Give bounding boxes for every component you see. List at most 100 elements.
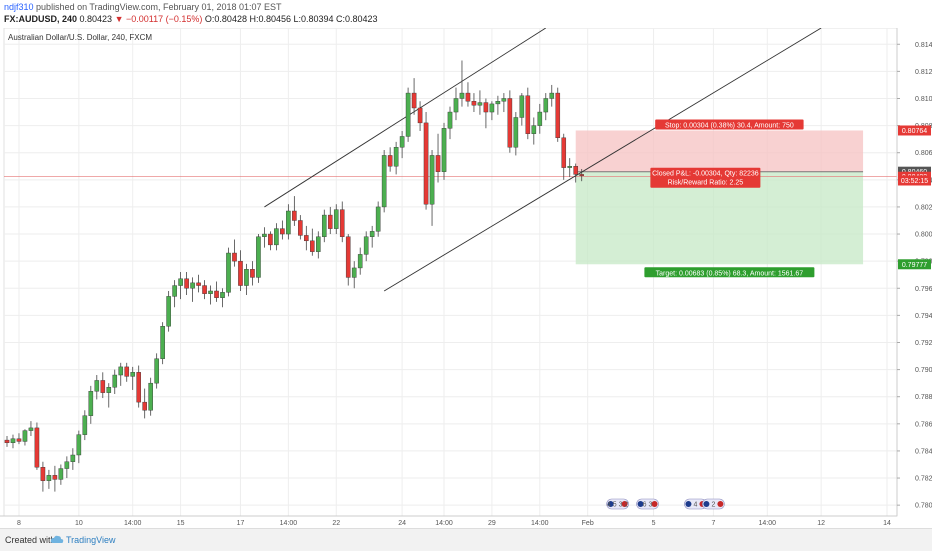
candle-body <box>118 366 124 376</box>
candle-body <box>369 231 375 237</box>
candle-body <box>4 439 10 444</box>
candle-body <box>70 454 76 462</box>
flag-icon <box>607 501 614 507</box>
candle-body <box>531 125 537 134</box>
chart-area[interactable]: Australian Dollar/U.S. Dollar, 240, FXCM… <box>0 28 932 528</box>
x-tick-label: 24 <box>398 520 406 527</box>
candle-body <box>525 95 531 134</box>
candle <box>531 117 537 145</box>
x-tick-label: 17 <box>237 520 245 527</box>
candle-body <box>543 98 549 113</box>
candle-body <box>459 92 465 99</box>
x-tick-label: 22 <box>332 520 340 527</box>
candle <box>130 366 136 390</box>
price-tag: 0.79777 <box>902 262 927 269</box>
candle-body <box>52 475 58 480</box>
candle <box>208 285 213 305</box>
candle <box>393 141 399 175</box>
price-axis[interactable]: 0.814000.812000.810000.808000.806000.804… <box>896 28 932 516</box>
candle-body <box>46 475 52 481</box>
candle-body <box>555 92 561 138</box>
candle-body <box>357 254 363 269</box>
last-price: 0.80423 <box>79 14 113 24</box>
candle-body <box>549 92 555 99</box>
candle <box>567 158 573 178</box>
candle <box>339 201 345 243</box>
candle <box>501 93 507 113</box>
candle <box>52 465 58 492</box>
candle-body <box>477 102 483 106</box>
candle-body <box>363 236 369 255</box>
price-change: ▼ −0.00117 (−0.15%) <box>114 14 203 24</box>
y-tick-label: 0.81000 <box>915 96 932 103</box>
chart-header: ndjf310 published on TradingView.com, Fe… <box>0 0 932 28</box>
candle <box>142 388 147 419</box>
tradingview-cloud-icon <box>50 535 64 543</box>
candle-body <box>429 155 435 205</box>
candle <box>196 274 201 293</box>
stop-label: Stop: 0.00304 (0.38%) 30.4, Amount: 750 <box>665 122 794 129</box>
candle <box>148 377 153 416</box>
candle <box>399 131 405 159</box>
candle <box>76 430 82 464</box>
candle-body <box>34 427 40 468</box>
candle-body <box>483 102 489 113</box>
x-tick-label: 5 <box>652 520 656 527</box>
candle <box>381 150 387 213</box>
y-tick-label: 0.80200 <box>915 204 932 211</box>
candle <box>256 234 261 283</box>
economic-event-icon[interactable]: 6 3 <box>636 498 659 510</box>
candle <box>58 464 64 485</box>
candle-body <box>579 174 584 176</box>
x-tick-label: 7 <box>711 520 715 527</box>
candle <box>262 227 267 248</box>
candle <box>286 204 291 240</box>
candle-body <box>238 260 243 286</box>
candle <box>579 168 584 182</box>
tradingview-brand[interactable]: TradingView <box>66 535 116 545</box>
price-tag-bg <box>898 166 931 177</box>
symbol-info: FX:AUDUSD, 240 0.80423 ▼ −0.00117 (−0.15… <box>4 14 378 25</box>
candle-body <box>435 155 441 172</box>
x-tick-label: 14 <box>883 520 891 527</box>
candle <box>274 223 279 251</box>
candle <box>310 228 315 256</box>
x-tick-label: 14:00 <box>124 520 142 527</box>
candle-body <box>184 278 189 289</box>
candle-body <box>10 438 16 444</box>
time-axis[interactable]: 8 10 14:00 15 17 14:00 22 24 14:00 29 14:00 Feb 5 7 14… <box>0 515 897 527</box>
candle-body <box>292 210 297 221</box>
candle <box>519 93 525 126</box>
candle <box>88 385 94 424</box>
candle <box>327 206 333 235</box>
channel-lower-line[interactable] <box>383 28 822 292</box>
economic-event-icon[interactable]: 4 5 3 2 <box>606 498 629 510</box>
price-chart[interactable]: Australian Dollar/U.S. Dollar, 240, FXCM… <box>0 28 932 528</box>
candle-body <box>393 147 399 167</box>
candle-body <box>244 269 249 286</box>
y-tick-label: 0.80600 <box>915 150 932 157</box>
author-link[interactable]: ndjf310 <box>4 2 34 12</box>
candle <box>34 422 40 470</box>
candle <box>154 353 159 389</box>
candle-body <box>202 285 207 294</box>
channel-upper-line[interactable] <box>264 28 547 208</box>
target-label: Target: 0.00683 (0.85%) 68.3, Amount: 15… <box>656 270 804 277</box>
candle-body <box>172 285 177 297</box>
y-tick-label: 0.79400 <box>915 313 932 320</box>
x-tick-label: 14:00 <box>280 520 298 527</box>
candle-body <box>262 233 267 237</box>
economic-event-icon[interactable]: 2 <box>702 498 725 510</box>
event-count: 4 5 3 2 <box>607 502 629 509</box>
x-tick-label: 12 <box>817 520 825 527</box>
candles-layer: Stop: 0.00304 (0.38%) 30.4, Amount: 750 T… <box>4 28 897 510</box>
x-tick-label: Feb <box>582 520 594 527</box>
candle <box>214 281 219 302</box>
candle-body <box>220 292 225 298</box>
candle <box>405 87 411 142</box>
candle <box>220 288 225 308</box>
candle <box>10 434 16 449</box>
candle-body <box>136 372 141 403</box>
candle-body <box>465 92 471 102</box>
candle <box>573 163 579 183</box>
